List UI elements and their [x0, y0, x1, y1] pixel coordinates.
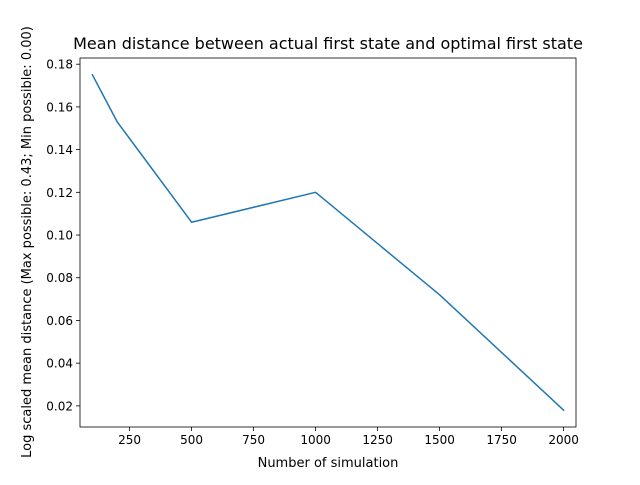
- y-tick-label: 0.08: [46, 271, 73, 285]
- chart-title: Mean distance between actual first state…: [73, 34, 583, 53]
- y-tick-label: 0.06: [46, 314, 73, 328]
- y-tick-label: 0.10: [46, 229, 73, 243]
- x-tick-label: 1500: [424, 433, 455, 447]
- x-tick-label: 500: [180, 433, 203, 447]
- y-tick-label: 0.18: [46, 58, 73, 72]
- series-line-0: [91, 73, 565, 412]
- y-tick-label: 0.16: [46, 100, 73, 114]
- x-axis-ticks: 250 500 750 1000 1250 1500 1750 2000: [118, 427, 579, 447]
- series-layer: [91, 73, 565, 412]
- x-tick-label: 1250: [362, 433, 393, 447]
- y-tick-label: 0.12: [46, 186, 73, 200]
- y-tick-label: 0.14: [46, 143, 73, 157]
- plot-frame: [79, 57, 577, 428]
- x-tick-label: 1000: [300, 433, 331, 447]
- y-tick-label: 0.04: [46, 357, 73, 371]
- y-axis-label: Log scaled mean distance (Max possible: …: [20, 26, 35, 458]
- x-tick-label: 750: [242, 433, 265, 447]
- x-tick-label: 1750: [486, 433, 517, 447]
- plot-area: [80, 58, 576, 427]
- y-axis-ticks: 0.02 0.04 0.06 0.08 0.10 0.12 0.14 0.16 0.18: [46, 58, 80, 413]
- x-tick-label: 2000: [548, 433, 579, 447]
- x-axis-label: Number of simulation: [258, 456, 399, 471]
- y-tick-label: 0.02: [46, 399, 73, 413]
- x-tick-label: 250: [118, 433, 141, 447]
